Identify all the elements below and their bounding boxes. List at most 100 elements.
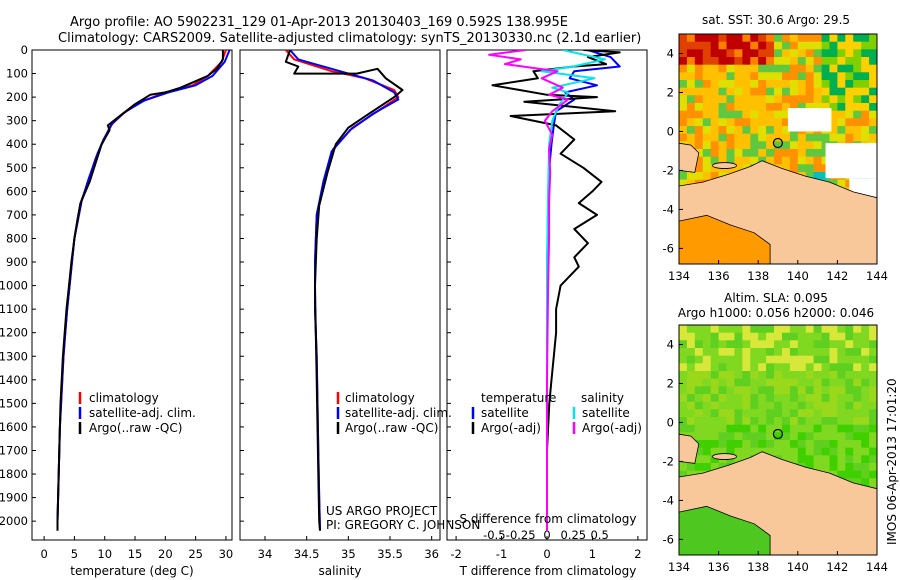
map-cell xyxy=(774,386,783,395)
map-cell xyxy=(829,409,838,418)
map-cell xyxy=(789,49,799,58)
depth-tick-label: 0 xyxy=(21,43,28,57)
map-cell xyxy=(734,424,743,433)
map-cell xyxy=(742,118,751,127)
map-cell xyxy=(821,463,831,472)
map-cell xyxy=(686,378,696,387)
map-cell xyxy=(750,386,759,395)
series-line-satellite-adj-clim- xyxy=(56,50,231,531)
map-cell xyxy=(797,332,807,341)
map-cell xyxy=(789,401,799,410)
map-cell xyxy=(805,95,815,104)
map-cell xyxy=(718,126,728,135)
map-cell xyxy=(679,386,688,395)
map-cell xyxy=(837,401,846,410)
map-cell xyxy=(821,455,831,464)
map-cell xyxy=(774,409,783,418)
map-cell xyxy=(694,103,704,112)
map-cell xyxy=(750,57,759,66)
map-cell xyxy=(813,164,823,173)
map-cell xyxy=(821,95,831,104)
map-cell xyxy=(718,64,728,73)
map-cell xyxy=(805,49,815,58)
map-cell xyxy=(782,87,791,96)
map-cell xyxy=(726,133,735,142)
map-cell xyxy=(718,424,728,433)
depth-tick-label: 1400 xyxy=(0,373,28,387)
map-cell xyxy=(829,72,838,81)
map-cell xyxy=(869,348,877,357)
map-cell xyxy=(718,409,728,418)
map-cell xyxy=(710,371,720,380)
map-cell xyxy=(742,141,751,150)
map-cell xyxy=(774,156,783,165)
map-cell xyxy=(869,64,877,73)
map-cell xyxy=(853,95,862,104)
map-cell xyxy=(742,87,751,96)
map-cell xyxy=(734,386,743,395)
map-cell xyxy=(742,34,751,43)
map-cell xyxy=(797,156,807,165)
x-tick-label: 36 xyxy=(424,547,439,561)
map-cell xyxy=(774,87,783,96)
map-cell xyxy=(742,110,751,119)
map-x-tick-label: 134 xyxy=(668,269,690,283)
map-cell xyxy=(702,417,712,426)
map-cell xyxy=(702,41,712,50)
map-cell xyxy=(702,409,712,418)
temperature-panel-frame xyxy=(31,49,233,541)
map-cell xyxy=(734,149,743,158)
map-cell xyxy=(821,417,831,426)
map-cell xyxy=(694,118,704,127)
map-cell xyxy=(813,417,823,426)
map-cell xyxy=(789,340,799,349)
map-x-tick-label: 138 xyxy=(747,269,769,283)
legend-label-climatology: climatology xyxy=(89,391,159,405)
map-cell xyxy=(694,80,704,89)
map-cell xyxy=(789,164,799,173)
map-land-island xyxy=(712,162,737,169)
map-cell xyxy=(861,378,870,387)
map-cell xyxy=(766,103,775,112)
map-cell xyxy=(694,386,704,395)
map-cell xyxy=(837,432,846,441)
map-cell xyxy=(813,363,823,372)
map-cell xyxy=(726,378,735,387)
map-cell xyxy=(805,401,815,410)
map-cell xyxy=(766,34,775,43)
map-cell xyxy=(686,401,696,410)
map-cell xyxy=(726,417,735,426)
depth-tick-label: 400 xyxy=(6,137,28,151)
map-x-tick-label: 138 xyxy=(747,560,769,574)
depth-tick-label: 300 xyxy=(6,114,28,128)
salinity-series xyxy=(284,50,404,531)
difference-x-axes: -2 -1 0 1 2 -0.5 -0.25 0 0.25 0.5 xyxy=(450,528,641,561)
map-cell xyxy=(742,57,751,66)
map-cell xyxy=(702,149,712,158)
sla-map-title-line1: Altim. SLA: 0.095 xyxy=(724,291,828,305)
map-cell xyxy=(766,432,775,441)
map-cell xyxy=(861,394,870,403)
series-line-salinity-satellite xyxy=(540,50,606,531)
map-cell xyxy=(829,432,838,441)
map-cell xyxy=(845,325,854,334)
map-cell xyxy=(853,348,862,357)
map-cell xyxy=(853,340,862,349)
map-cell xyxy=(758,378,767,387)
map-cell xyxy=(845,348,854,357)
map-cell xyxy=(718,118,728,127)
map-cell xyxy=(694,34,704,43)
map-cell xyxy=(821,440,831,449)
map-cell xyxy=(837,57,846,66)
map-cell xyxy=(758,64,767,73)
map-cell xyxy=(726,447,735,456)
map-cell xyxy=(813,394,823,403)
map-cell xyxy=(742,378,751,387)
map-cell xyxy=(710,447,720,456)
map-cell xyxy=(774,95,783,104)
legend-label-t-satellite: satellite xyxy=(481,406,529,420)
map-cell xyxy=(726,34,735,43)
map-cell xyxy=(718,363,728,372)
map-cell xyxy=(813,325,823,334)
map-cell xyxy=(853,440,862,449)
